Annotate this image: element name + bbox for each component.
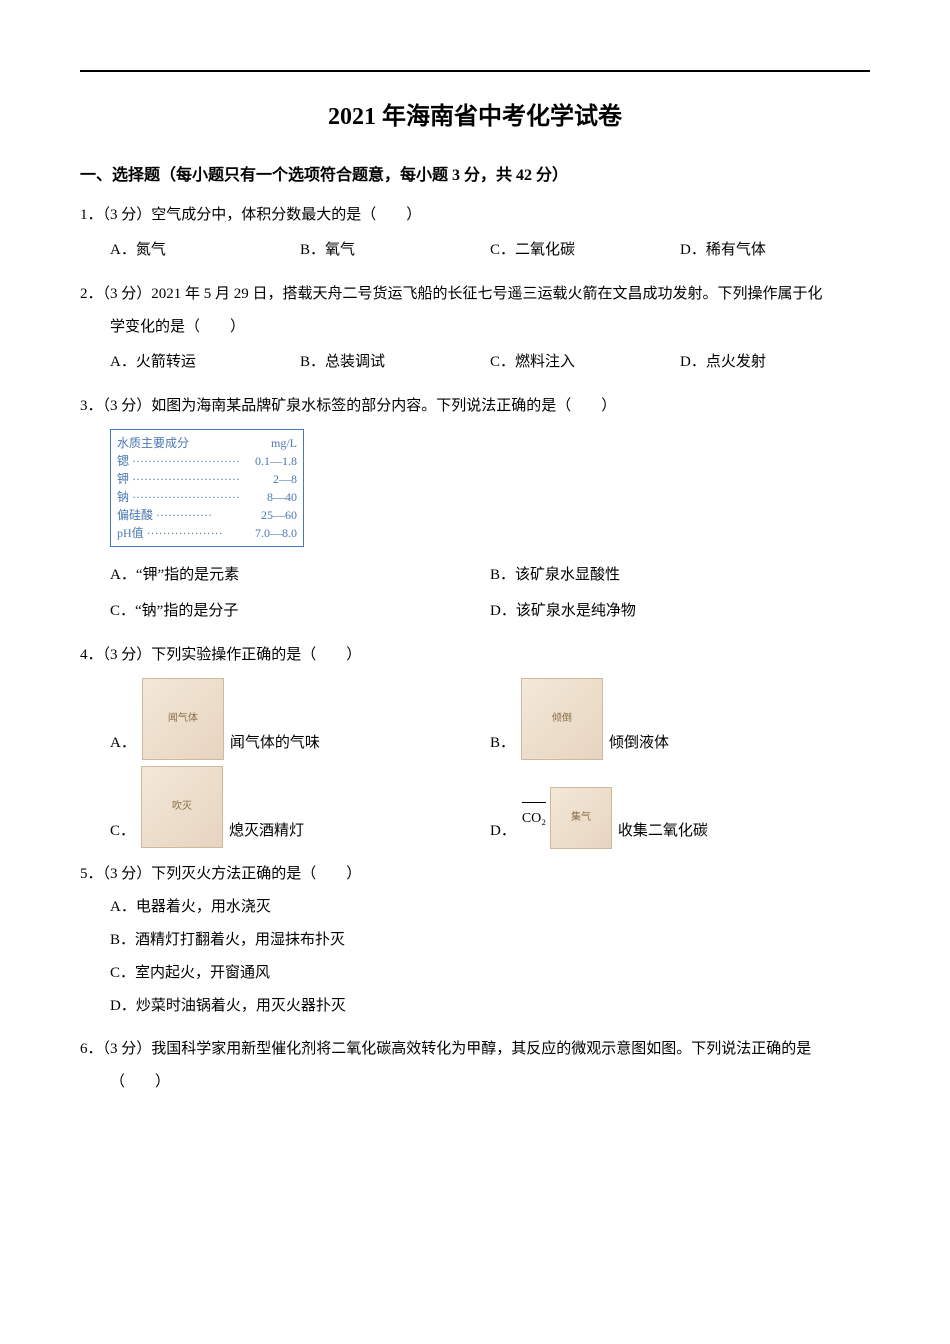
label-header-r: mg/L xyxy=(271,434,297,452)
q3-choice-d: D．该矿泉水是纯净物 xyxy=(490,593,870,629)
q3-choice-b: B．该矿泉水显酸性 xyxy=(490,557,870,593)
q6-stem: 6．（3 分）我国科学家用新型催化剂将二氧化碳高效转化为甲醇，其反应的微观示意图… xyxy=(80,1033,870,1066)
q4-row1: A． 闻气体 闻气体的气味 B． 倾倒 倾倒液体 xyxy=(80,678,870,760)
label-row-5: pH值 ··················· 7.0—8.0 xyxy=(117,524,297,542)
q4-a-text: 闻气体的气味 xyxy=(230,727,320,760)
q4-b-text: 倾倒液体 xyxy=(609,727,669,760)
question-4: 4．（3 分）下列实验操作正确的是（ ） A． 闻气体 闻气体的气味 B． 倾倒… xyxy=(80,639,870,848)
section-header-1: 一、选择题（每小题只有一个选项符合题意，每小题 3 分，共 42 分） xyxy=(80,161,870,185)
question-2: 2．（3 分）2021 年 5 月 29 日，搭载天舟二号货运飞船的长征七号遥三… xyxy=(80,278,870,380)
label-r1-r: 0.1—1.8 xyxy=(255,452,297,470)
question-6: 6．（3 分）我国科学家用新型催化剂将二氧化碳高效转化为甲醇，其反应的微观示意图… xyxy=(80,1033,870,1099)
label-header-l: 水质主要成分 xyxy=(117,434,189,452)
q4-c-text: 熄灭酒精灯 xyxy=(229,815,304,848)
q4-d-prefix: D． xyxy=(490,815,516,848)
q4-c-prefix: C． xyxy=(110,815,135,848)
q6-stem2: （ ） xyxy=(80,1066,870,1099)
label-row-2: 钾 ··························· 2—8 xyxy=(117,470,297,488)
q1-choices: A．氮气 B．氧气 C．二氧化碳 D．稀有气体 xyxy=(80,232,870,268)
label-r4-r: 25—60 xyxy=(261,506,297,524)
exam-page: 2021 年海南省中考化学试卷 一、选择题（每小题只有一个选项符合题意，每小题 … xyxy=(0,0,950,1344)
label-r3-r: 8—40 xyxy=(267,488,297,506)
q1-choice-c: C．二氧化碳 xyxy=(490,232,680,268)
extinguish-lamp-icon: 吹灭 xyxy=(141,766,223,848)
co2-label: CO₂ xyxy=(522,802,546,835)
q4-choice-b: B． 倾倒 倾倒液体 xyxy=(490,678,870,760)
q2-choice-b: B．总装调试 xyxy=(300,344,490,380)
collect-co2-icon: CO₂ 集气 xyxy=(522,788,612,848)
label-header: 水质主要成分 mg/L xyxy=(117,434,297,452)
page-title: 2021 年海南省中考化学试卷 xyxy=(80,96,870,131)
q2-stem: 2．（3 分）2021 年 5 月 29 日，搭载天舟二号货运飞船的长征七号遥三… xyxy=(80,278,870,311)
label-r5-r: 7.0—8.0 xyxy=(255,524,297,542)
mineral-water-label: 水质主要成分 mg/L 锶 ··························… xyxy=(110,429,304,547)
question-3: 3．（3 分）如图为海南某品牌矿泉水标签的部分内容。下列说法正确的是（ ） 水质… xyxy=(80,390,870,629)
q4-d-text: 收集二氧化碳 xyxy=(618,815,708,848)
q4-row2: C． 吹灭 熄灭酒精灯 D． CO₂ 集气 收集二氧化碳 xyxy=(80,766,870,848)
q2-choice-d: D．点火发射 xyxy=(680,344,870,380)
q2-choice-a: A．火箭转运 xyxy=(110,344,300,380)
q5-stem: 5．（3 分）下列灭火方法正确的是（ ） xyxy=(80,858,870,891)
q3-stem: 3．（3 分）如图为海南某品牌矿泉水标签的部分内容。下列说法正确的是（ ） xyxy=(80,390,870,423)
q5-choice-d: D．炒菜时油锅着火，用灭火器扑灭 xyxy=(80,990,870,1023)
q2-choice-c: C．燃料注入 xyxy=(490,344,680,380)
q1-choice-d: D．稀有气体 xyxy=(680,232,870,268)
q3-choices-row1: A．“钾”指的是元素 B．该矿泉水显酸性 xyxy=(80,557,870,593)
q2-choices: A．火箭转运 B．总装调试 C．燃料注入 D．点火发射 xyxy=(80,344,870,380)
q1-choice-a: A．氮气 xyxy=(110,232,300,268)
q5-choice-a: A．电器着火，用水浇灭 xyxy=(80,891,870,924)
label-r2-r: 2—8 xyxy=(273,470,297,488)
label-r1-l: 锶 ··························· xyxy=(117,452,240,470)
smell-gas-icon: 闻气体 xyxy=(142,678,224,760)
label-row-4: 偏硅酸 ·············· 25—60 xyxy=(117,506,297,524)
label-row-3: 钠 ··························· 8—40 xyxy=(117,488,297,506)
q4-stem: 4．（3 分）下列实验操作正确的是（ ） xyxy=(80,639,870,672)
q3-choices-row2: C．“钠”指的是分子 D．该矿泉水是纯净物 xyxy=(80,593,870,629)
label-r5-l: pH值 ··················· xyxy=(117,524,223,542)
top-rule xyxy=(80,70,870,72)
question-5: 5．（3 分）下列灭火方法正确的是（ ） A．电器着火，用水浇灭 B．酒精灯打翻… xyxy=(80,858,870,1023)
q1-choice-b: B．氧气 xyxy=(300,232,490,268)
q2-stem2: 学变化的是（ ） xyxy=(80,311,870,344)
label-row-1: 锶 ··························· 0.1—1.8 xyxy=(117,452,297,470)
label-r4-l: 偏硅酸 ·············· xyxy=(117,506,212,524)
q3-choice-a: A．“钾”指的是元素 xyxy=(110,557,490,593)
q1-stem: 1．（3 分）空气成分中，体积分数最大的是（ ） xyxy=(80,199,870,232)
q4-a-prefix: A． xyxy=(110,727,136,760)
gas-bottle-icon: 集气 xyxy=(550,787,612,849)
q5-choice-b: B．酒精灯打翻着火，用湿抹布扑灭 xyxy=(80,924,870,957)
q4-b-prefix: B． xyxy=(490,727,515,760)
q4-choice-c: C． 吹灭 熄灭酒精灯 xyxy=(110,766,490,848)
q4-choice-d: D． CO₂ 集气 收集二氧化碳 xyxy=(490,766,870,848)
q5-choice-c: C．室内起火，开窗通风 xyxy=(80,957,870,990)
q3-choice-c: C．“钠”指的是分子 xyxy=(110,593,490,629)
q4-choice-a: A． 闻气体 闻气体的气味 xyxy=(110,678,490,760)
pour-liquid-icon: 倾倒 xyxy=(521,678,603,760)
label-r3-l: 钠 ··························· xyxy=(117,488,240,506)
question-1: 1．（3 分）空气成分中，体积分数最大的是（ ） A．氮气 B．氧气 C．二氧化… xyxy=(80,199,870,268)
label-r2-l: 钾 ··························· xyxy=(117,470,240,488)
